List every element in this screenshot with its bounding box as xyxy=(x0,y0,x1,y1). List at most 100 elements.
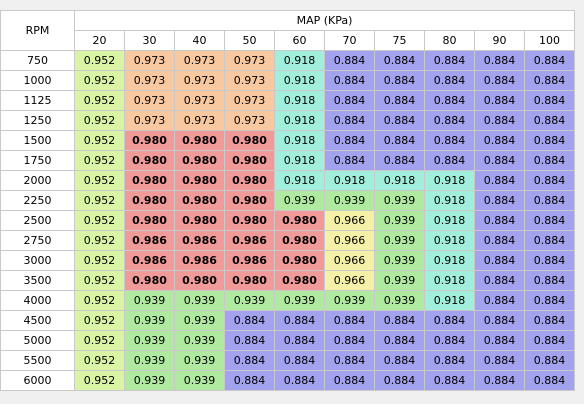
table-cell[interactable]: 0.973 xyxy=(174,70,225,91)
table-cell[interactable]: 0.952 xyxy=(74,290,125,311)
table-cell[interactable]: 0.939 xyxy=(324,190,375,211)
table-cell[interactable]: 0.884 xyxy=(524,230,575,251)
table-cell[interactable]: 0.973 xyxy=(174,90,225,111)
table-cell[interactable]: 0.884 xyxy=(424,350,475,371)
table-cell[interactable]: 0.939 xyxy=(374,230,425,251)
table-cell[interactable]: 0.980 xyxy=(274,250,325,271)
table-cell[interactable]: 0.939 xyxy=(174,370,225,391)
table-cell[interactable]: 0.939 xyxy=(124,290,175,311)
table-cell[interactable]: 0.952 xyxy=(74,350,125,371)
table-cell[interactable]: 0.952 xyxy=(74,370,125,391)
table-cell[interactable]: 0.884 xyxy=(524,110,575,131)
table-cell[interactable]: 0.952 xyxy=(74,330,125,351)
table-cell[interactable]: 0.939 xyxy=(324,290,375,311)
table-cell[interactable]: 0.980 xyxy=(224,130,275,151)
table-cell[interactable]: 0.884 xyxy=(224,330,275,351)
table-cell[interactable]: 0.884 xyxy=(274,370,325,391)
table-cell[interactable]: 0.884 xyxy=(324,310,375,331)
table-cell[interactable]: 0.884 xyxy=(374,370,425,391)
table-cell[interactable]: 0.980 xyxy=(224,150,275,171)
table-cell[interactable]: 0.918 xyxy=(374,170,425,191)
table-cell[interactable]: 0.884 xyxy=(424,130,475,151)
table-cell[interactable]: 0.884 xyxy=(524,330,575,351)
table-cell[interactable]: 0.918 xyxy=(424,250,475,271)
table-cell[interactable]: 0.884 xyxy=(324,370,375,391)
table-cell[interactable]: 0.918 xyxy=(274,170,325,191)
table-cell[interactable]: 0.973 xyxy=(224,90,275,111)
table-cell[interactable]: 0.966 xyxy=(324,270,375,291)
table-cell[interactable]: 0.884 xyxy=(374,150,425,171)
table-cell[interactable]: 0.884 xyxy=(324,90,375,111)
table-cell[interactable]: 0.973 xyxy=(174,110,225,131)
table-cell[interactable]: 0.918 xyxy=(274,150,325,171)
table-cell[interactable]: 0.939 xyxy=(224,290,275,311)
table-cell[interactable]: 0.980 xyxy=(174,270,225,291)
table-cell[interactable]: 0.966 xyxy=(324,210,375,231)
table-cell[interactable]: 0.884 xyxy=(474,150,525,171)
table-cell[interactable]: 0.986 xyxy=(174,250,225,271)
table-cell[interactable]: 0.884 xyxy=(474,270,525,291)
table-cell[interactable]: 0.884 xyxy=(424,110,475,131)
table-cell[interactable]: 0.918 xyxy=(274,90,325,111)
table-cell[interactable]: 0.884 xyxy=(524,250,575,271)
table-cell[interactable]: 0.986 xyxy=(224,250,275,271)
table-cell[interactable]: 0.939 xyxy=(174,350,225,371)
table-cell[interactable]: 0.986 xyxy=(174,230,225,251)
table-cell[interactable]: 0.952 xyxy=(74,230,125,251)
table-cell[interactable]: 0.884 xyxy=(474,250,525,271)
table-cell[interactable]: 0.884 xyxy=(474,370,525,391)
table-cell[interactable]: 0.939 xyxy=(124,310,175,331)
table-cell[interactable]: 0.884 xyxy=(424,70,475,91)
table-cell[interactable]: 0.884 xyxy=(374,50,425,71)
table-cell[interactable]: 0.884 xyxy=(424,150,475,171)
table-cell[interactable]: 0.973 xyxy=(224,50,275,71)
table-cell[interactable]: 0.884 xyxy=(374,110,425,131)
table-cell[interactable]: 0.884 xyxy=(324,70,375,91)
table-cell[interactable]: 0.884 xyxy=(524,310,575,331)
table-cell[interactable]: 0.952 xyxy=(74,50,125,71)
table-cell[interactable]: 0.884 xyxy=(474,330,525,351)
table-cell[interactable]: 0.884 xyxy=(474,230,525,251)
table-cell[interactable]: 0.918 xyxy=(274,50,325,71)
table-cell[interactable]: 0.952 xyxy=(74,130,125,151)
table-cell[interactable]: 0.952 xyxy=(74,110,125,131)
table-cell[interactable]: 0.918 xyxy=(274,110,325,131)
table-cell[interactable]: 0.884 xyxy=(224,350,275,371)
table-cell[interactable]: 0.884 xyxy=(524,210,575,231)
table-cell[interactable]: 0.980 xyxy=(174,210,225,231)
table-cell[interactable]: 0.980 xyxy=(224,210,275,231)
table-cell[interactable]: 0.918 xyxy=(324,170,375,191)
table-cell[interactable]: 0.939 xyxy=(374,210,425,231)
table-cell[interactable]: 0.884 xyxy=(474,310,525,331)
table-cell[interactable]: 0.884 xyxy=(474,130,525,151)
table-cell[interactable]: 0.884 xyxy=(274,350,325,371)
table-cell[interactable]: 0.884 xyxy=(524,70,575,91)
table-cell[interactable]: 0.918 xyxy=(424,190,475,211)
table-cell[interactable]: 0.966 xyxy=(324,250,375,271)
table-cell[interactable]: 0.884 xyxy=(524,350,575,371)
table-cell[interactable]: 0.918 xyxy=(424,270,475,291)
table-cell[interactable]: 0.952 xyxy=(74,270,125,291)
table-cell[interactable]: 0.939 xyxy=(374,190,425,211)
table-cell[interactable]: 0.939 xyxy=(124,370,175,391)
table-cell[interactable]: 0.986 xyxy=(124,230,175,251)
table-cell[interactable]: 0.980 xyxy=(124,170,175,191)
table-cell[interactable]: 0.973 xyxy=(174,50,225,71)
table-cell[interactable]: 0.918 xyxy=(274,70,325,91)
table-cell[interactable]: 0.884 xyxy=(474,290,525,311)
table-cell[interactable]: 0.973 xyxy=(224,110,275,131)
table-cell[interactable]: 0.918 xyxy=(424,170,475,191)
table-cell[interactable]: 0.884 xyxy=(524,370,575,391)
table-cell[interactable]: 0.884 xyxy=(374,330,425,351)
table-cell[interactable]: 0.952 xyxy=(74,150,125,171)
table-cell[interactable]: 0.884 xyxy=(474,90,525,111)
table-cell[interactable]: 0.973 xyxy=(224,70,275,91)
table-cell[interactable]: 0.884 xyxy=(224,370,275,391)
table-cell[interactable]: 0.980 xyxy=(274,270,325,291)
table-cell[interactable]: 0.973 xyxy=(124,110,175,131)
table-cell[interactable]: 0.884 xyxy=(274,330,325,351)
table-cell[interactable]: 0.939 xyxy=(124,350,175,371)
table-cell[interactable]: 0.884 xyxy=(374,310,425,331)
table-cell[interactable]: 0.884 xyxy=(374,90,425,111)
table-cell[interactable]: 0.980 xyxy=(124,150,175,171)
